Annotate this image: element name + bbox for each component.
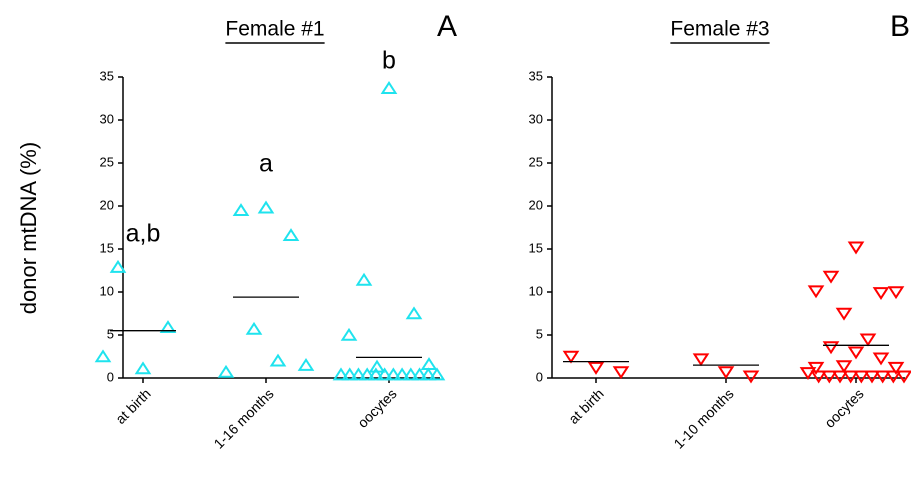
data-point [405,306,423,320]
y-tick-label: 30 [529,111,543,126]
annotation: b [382,47,396,75]
data-point [872,287,890,301]
panel-title: Female #3 [670,18,769,41]
data-point [232,203,250,217]
data-point [419,367,437,381]
data-point [884,370,902,384]
data-point [847,346,865,360]
y-tick-label: 10 [100,283,114,298]
data-point [887,286,905,300]
x-tick-label: oocytes [821,385,866,430]
y-tick-label: 0 [107,369,114,384]
data-point [835,307,853,321]
data-point [297,357,315,371]
y-tick-label: 30 [100,111,114,126]
data-point [428,367,446,381]
data-point [820,370,838,384]
panel-label: B [890,10,910,43]
y-axis-label: donor mtDNA (%) [16,142,41,314]
data-point [385,367,402,381]
data-point [612,366,630,380]
y-tick-label: 35 [100,68,114,83]
y-tick-label: 20 [100,197,114,212]
data-point [134,361,152,375]
data-point [562,350,580,364]
y-tick-label: 15 [100,240,114,255]
y-tick-label: 25 [529,154,543,169]
data-point [807,285,825,299]
data-point [887,361,905,375]
y-tick-label: 5 [107,326,114,341]
data-point [269,353,287,367]
data-point [341,367,359,381]
data-point [859,333,877,347]
data-point [863,370,881,384]
data-point [742,370,760,384]
data-point [340,327,358,341]
data-point [376,367,393,381]
y-tick-label: 15 [529,240,543,255]
y-tick-label: 5 [536,326,543,341]
data-point [835,360,853,374]
data-point [587,361,605,375]
x-tick-label: at birth [565,385,607,427]
data-point [393,367,411,381]
y-tick-label: 0 [536,369,543,384]
y-tick-label: 10 [529,283,543,298]
data-point [852,370,870,384]
data-point [282,228,300,241]
data-point [358,367,376,381]
data-point [94,349,112,363]
x-tick-label: 1-10 months [670,385,736,451]
data-point [822,270,840,284]
data-point [380,81,398,94]
y-tick-label: 25 [100,154,114,169]
data-point [420,357,438,370]
x-tick-label: at birth [112,385,154,427]
data-point [895,370,911,384]
data-point [717,366,735,380]
data-point [332,367,350,381]
x-tick-label: oocytes [354,385,399,430]
data-point [872,352,890,366]
data-point [810,370,828,384]
data-point [874,370,892,384]
data-point [257,200,275,214]
data-point [799,367,817,380]
data-point [109,259,127,273]
data-point [217,364,235,378]
data-point [831,370,849,384]
data-point [847,241,865,255]
data-point [692,353,710,367]
data-point [402,367,420,381]
panel-label: A [437,10,457,43]
data-point [842,370,860,384]
data-point [245,321,263,335]
data-point [411,367,428,381]
y-tick-label: 35 [529,68,543,83]
data-point [355,272,373,286]
annotation: a [259,150,273,178]
data-point [350,367,367,381]
annotation: a,b [126,220,161,248]
data-point [367,367,385,381]
panel-title: Female #1 [225,18,324,41]
data-point [159,320,177,334]
y-tick-label: 20 [529,197,543,212]
x-tick-label: 1-16 months [210,385,276,451]
data-point [822,341,840,355]
